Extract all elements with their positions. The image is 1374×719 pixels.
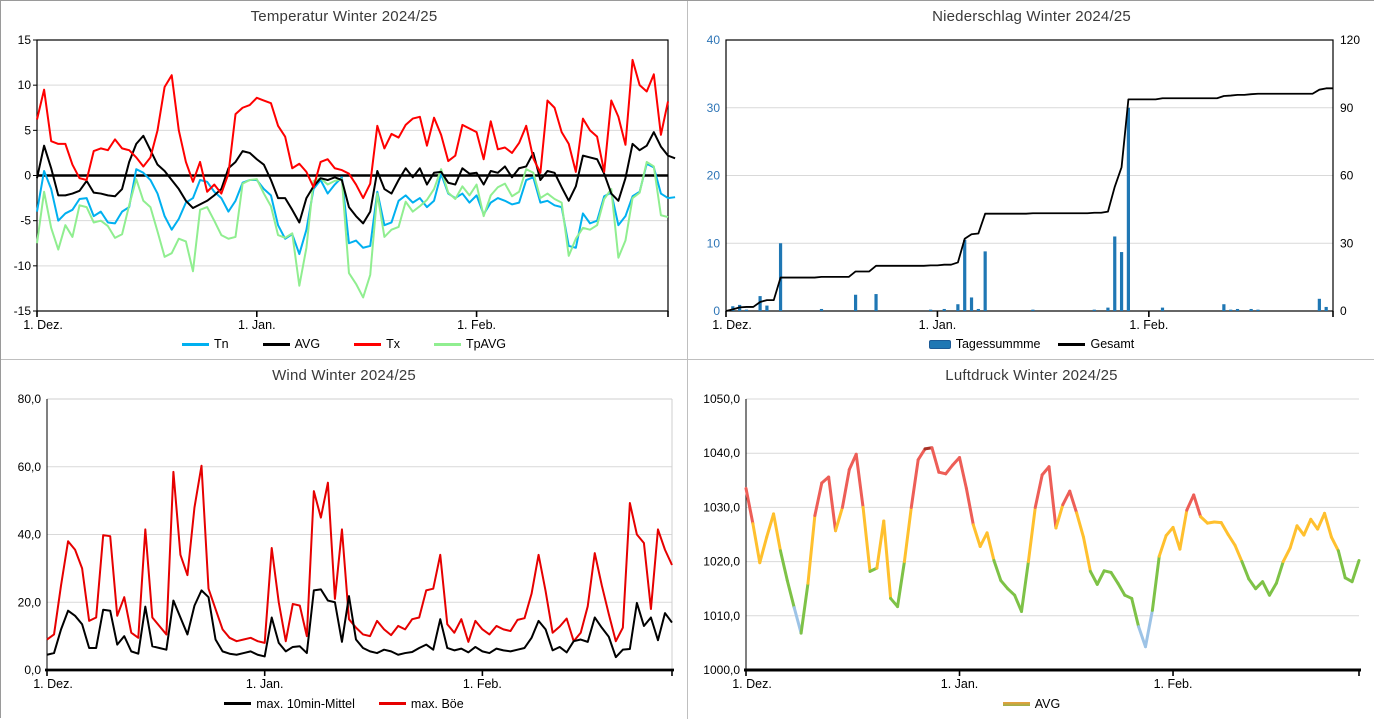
svg-text:80,0: 80,0: [18, 392, 42, 406]
legend-label: max. 10min-Mittel: [256, 696, 355, 711]
legend-bar-swatch: [928, 339, 951, 349]
pressure-chart-title: Luftdruck Winter 2024/25: [945, 367, 1118, 384]
precipitation-chart: 0 10 20 30 40 0 30 60 90 120 1. Dez. 1. Jan. 1. Feb.: [707, 33, 1361, 332]
legend-item-max-b-e: max. Böe: [378, 696, 464, 711]
legend-label: Tx: [386, 337, 400, 351]
svg-text:20: 20: [707, 169, 721, 183]
precipitation-legend: Tagessummme Gesamt: [688, 335, 1374, 359]
legend-line-swatch: [1002, 701, 1030, 706]
legend-line-swatch: [224, 702, 252, 705]
svg-text:1. Dez.: 1. Dez.: [23, 318, 63, 332]
svg-text:90: 90: [1340, 101, 1354, 115]
svg-text:0: 0: [713, 304, 720, 318]
temperature-chart: -15 -10 -5 0 5 10 15 1. Dez. 1. Jan. 1. Feb.: [14, 33, 676, 332]
legend-label: Tn: [213, 337, 229, 351]
svg-text:60,0: 60,0: [18, 460, 42, 474]
pressure-chart: 1000,0 1010,0 1020,0 1030,0 1040,0 1050,0 1. D…: [703, 392, 1361, 691]
svg-text:-15: -15: [14, 304, 32, 318]
svg-text:1. Dez.: 1. Dez.: [732, 677, 772, 691]
svg-text:1. Feb.: 1. Feb.: [1129, 318, 1168, 332]
legend-item-tn: Tn: [181, 337, 229, 351]
legend-label: max. Böe: [410, 696, 464, 711]
wind-chart-title: Wind Winter 2024/25: [272, 367, 416, 384]
legend-item-avg: AVG: [1002, 696, 1061, 711]
legend-line-swatch: [378, 702, 406, 705]
svg-text:-10: -10: [14, 259, 32, 273]
svg-text:1030,0: 1030,0: [703, 500, 740, 514]
svg-text:40,0: 40,0: [18, 528, 42, 542]
svg-text:1020,0: 1020,0: [703, 555, 740, 569]
legend-item-avg: AVG: [262, 337, 321, 351]
svg-text:1. Dez.: 1. Dez.: [33, 677, 73, 691]
svg-text:0: 0: [1340, 304, 1347, 318]
temperature-legend: Tn AVG Tx TpAVG: [1, 335, 687, 359]
svg-text:0,0: 0,0: [24, 663, 41, 677]
precipitation-panel: Niederschlag Winter 2024/25 0 10 20 30 40 0 30…: [688, 1, 1374, 360]
svg-text:15: 15: [18, 33, 32, 47]
legend-item-tagessummme: Tagessummme: [928, 337, 1041, 351]
wind-legend: max. 10min-Mittel max. Böe: [1, 694, 687, 719]
svg-text:1050,0: 1050,0: [703, 392, 740, 406]
svg-text:1. Feb.: 1. Feb.: [1154, 677, 1193, 691]
pressure-panel: Luftdruck Winter 2024/25 1000,0 1010,0 102…: [688, 360, 1374, 719]
legend-item-gesamt: Gesamt: [1058, 337, 1134, 351]
svg-text:1. Feb.: 1. Feb.: [457, 318, 496, 332]
svg-text:1. Jan.: 1. Jan.: [919, 318, 957, 332]
svg-text:1. Dez.: 1. Dez.: [712, 318, 752, 332]
svg-text:0: 0: [24, 169, 31, 183]
svg-text:5: 5: [24, 123, 31, 137]
svg-text:1. Jan.: 1. Jan.: [246, 677, 284, 691]
svg-text:1040,0: 1040,0: [703, 446, 740, 460]
legend-line-swatch: [181, 342, 209, 346]
legend-item-tpavg: TpAVG: [433, 337, 507, 351]
svg-text:-5: -5: [20, 214, 31, 228]
svg-text:40: 40: [707, 33, 721, 47]
svg-text:60: 60: [1340, 169, 1354, 183]
temperature-chart-title: Temperatur Winter 2024/25: [250, 8, 438, 25]
legend-line-swatch: [354, 342, 382, 346]
svg-text:1. Feb.: 1. Feb.: [463, 677, 502, 691]
svg-text:1. Jan.: 1. Jan.: [238, 318, 276, 332]
svg-text:1000,0: 1000,0: [703, 663, 740, 677]
pressure-legend: AVG: [688, 694, 1374, 719]
legend-label: AVG: [1034, 696, 1061, 711]
legend-item-tx: Tx: [354, 337, 400, 351]
svg-text:10: 10: [18, 78, 32, 92]
temperature-panel: Temperatur Winter 2024/25 -15 -10 -5 0 5 10 15…: [1, 1, 688, 360]
legend-line-swatch: [433, 342, 461, 346]
svg-text:120: 120: [1340, 33, 1360, 47]
svg-text:30: 30: [707, 101, 721, 115]
legend-item-max-10min-mittel: max. 10min-Mittel: [224, 697, 355, 711]
svg-text:30: 30: [1340, 236, 1354, 250]
legend-line-swatch: [1058, 342, 1086, 346]
precipitation-chart-title: Niederschlag Winter 2024/25: [932, 8, 1131, 25]
legend-label: Gesamt: [1090, 337, 1135, 351]
legend-label: TpAVG: [465, 337, 507, 351]
legend-label: AVG: [294, 337, 321, 351]
svg-text:10: 10: [707, 236, 721, 250]
svg-text:20,0: 20,0: [18, 595, 42, 609]
legend-line-swatch: [262, 342, 290, 346]
legend-label: Tagessummme: [955, 337, 1041, 351]
wind-chart: 0,0 20,0 40,0 60,0 80,0 1. Dez. 1. Jan. 1. Feb.: [18, 392, 674, 691]
svg-text:1. Jan.: 1. Jan.: [941, 677, 979, 691]
wind-panel: Wind Winter 2024/25 0,0 20,0 40,0 60,0 80,0 1…: [1, 360, 688, 719]
svg-text:1010,0: 1010,0: [703, 609, 740, 623]
